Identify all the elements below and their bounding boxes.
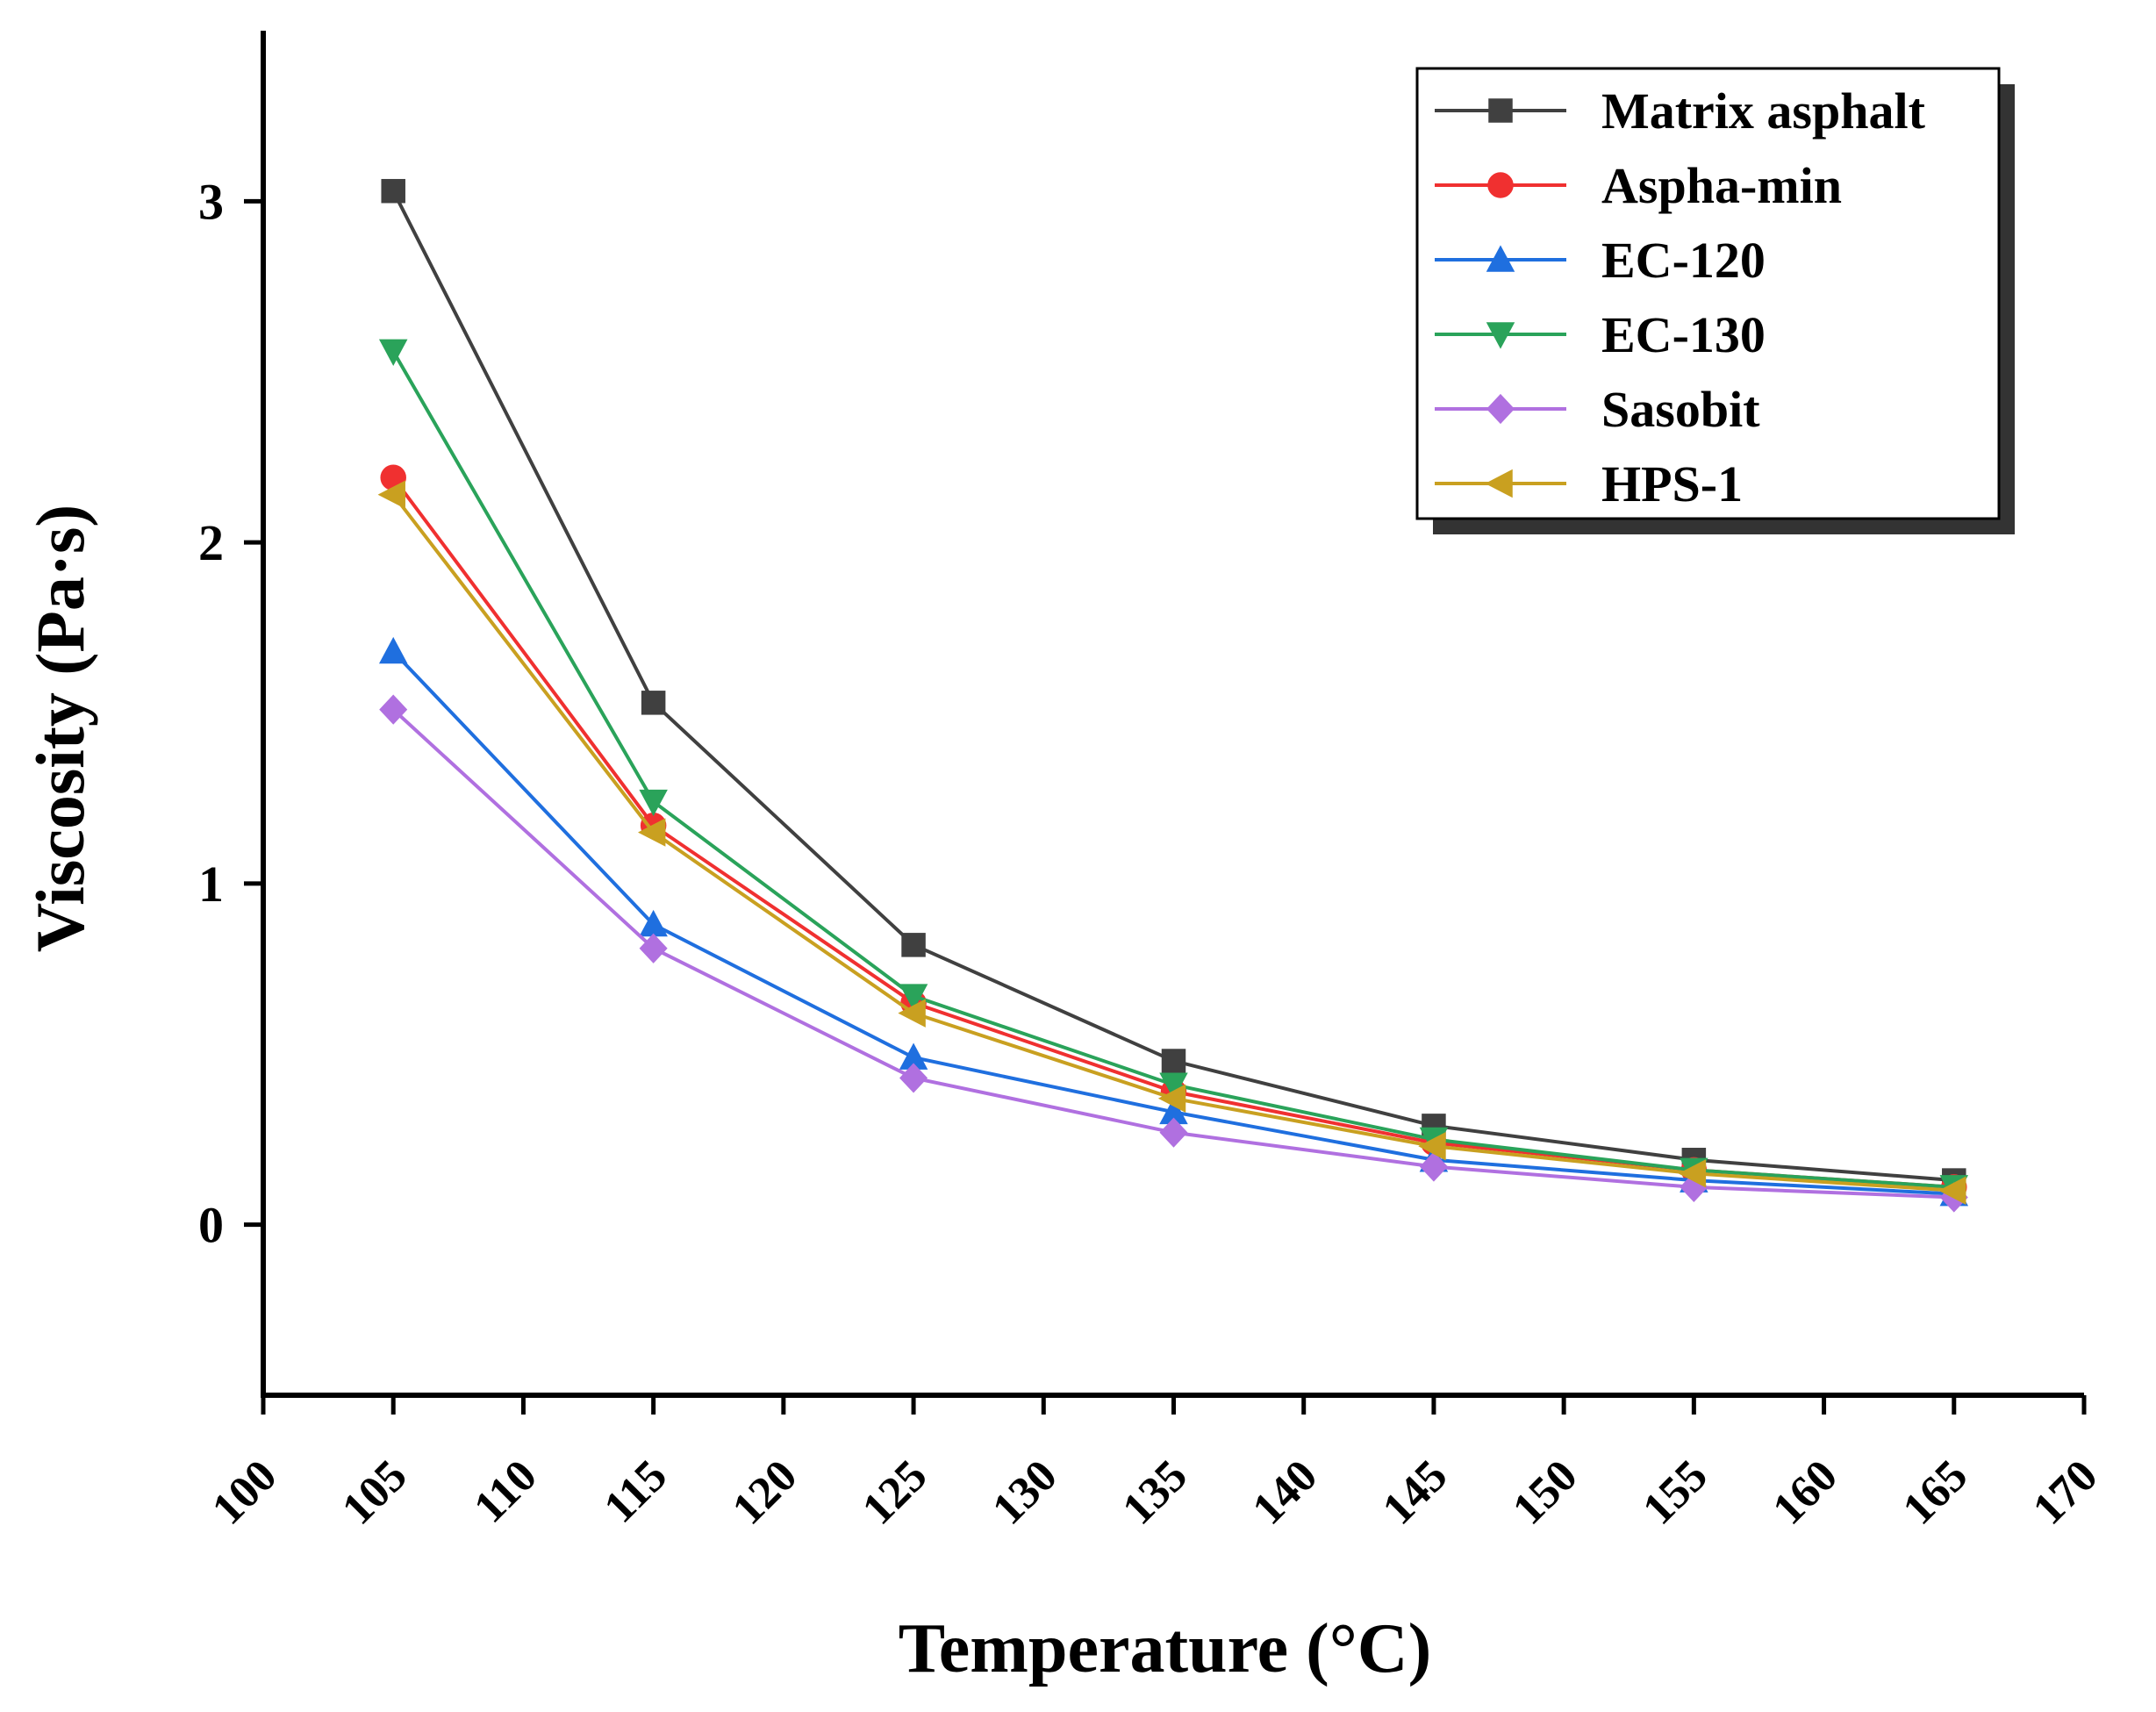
y-tick-label: 1 [198, 856, 224, 913]
y-ticks: 0 1 2 3 [198, 173, 263, 1254]
legend-box [1415, 67, 2001, 520]
x-axis-title: Temperature (°C) [899, 1610, 1431, 1687]
data-point [638, 818, 666, 847]
data-point [639, 789, 668, 817]
legend-marker [1485, 469, 1513, 498]
y-axis-title: Viscosity (Pa·s) [22, 505, 98, 953]
data-point [899, 984, 928, 1011]
legend-entry: Sasobit [1435, 381, 1760, 438]
legend-entry: Matrix asphalt [1435, 82, 1926, 140]
legend-label: EC-120 [1601, 232, 1766, 289]
x-tick-label: 135 [1114, 1451, 1197, 1534]
series-sasobit [379, 694, 1968, 1213]
legend-label: HPS-1 [1601, 455, 1743, 512]
series-hps-1 [377, 480, 1966, 1205]
data-point [1161, 1049, 1186, 1073]
x-tick-label: 100 [203, 1451, 286, 1534]
x-tick-label: 120 [723, 1451, 806, 1534]
data-point [639, 933, 668, 963]
x-tick-label: 105 [333, 1451, 416, 1534]
y-tick-label: 2 [198, 514, 224, 571]
legend-marker [1486, 393, 1515, 425]
x-tick-label: 140 [1243, 1451, 1327, 1534]
data-point [1678, 1159, 1707, 1188]
data-point [378, 636, 408, 664]
data-point [379, 694, 408, 725]
x-tick-label: 125 [853, 1451, 936, 1534]
legend-marker [1486, 322, 1515, 349]
x-tick-label: 160 [1764, 1451, 1847, 1534]
legend: Matrix asphalt Aspha-min EC-120 EC-130 Sasob… [1415, 67, 2015, 534]
data-point [377, 480, 405, 509]
y-tick-label: 0 [198, 1197, 224, 1254]
data-point [1159, 1117, 1188, 1148]
data-point [1419, 1151, 1448, 1182]
x-ticks: 100 105 110 115 120 125 130 135 140 145 150 155 160 1… [203, 1395, 2107, 1535]
legend-entry: EC-130 [1435, 306, 1766, 363]
data-point [641, 691, 666, 715]
legend-marker [1487, 172, 1514, 198]
legend-marker [1486, 245, 1515, 272]
data-point [898, 999, 926, 1028]
legend-entry: Aspha-min [1435, 157, 1842, 214]
legend-items: Matrix asphalt Aspha-min EC-120 EC-130 Sasob… [1435, 82, 1926, 512]
legend-entry: HPS-1 [1435, 455, 1743, 512]
data-point [1418, 1131, 1446, 1161]
x-tick-label: 130 [983, 1451, 1066, 1534]
x-tick-label: 150 [1503, 1451, 1587, 1534]
legend-label: Sasobit [1601, 381, 1760, 438]
data-point [1159, 1072, 1188, 1100]
legend-label: Aspha-min [1601, 157, 1842, 214]
y-tick-label: 3 [198, 173, 224, 230]
data-point [899, 1063, 928, 1093]
legend-entry: EC-120 [1435, 232, 1766, 289]
x-tick-label: 165 [1894, 1451, 1977, 1534]
data-point [1157, 1084, 1186, 1114]
x-tick-label: 115 [595, 1451, 677, 1532]
data-point [381, 178, 405, 204]
data-point [1938, 1176, 1966, 1205]
legend-label: EC-130 [1601, 306, 1766, 363]
x-tick-label: 155 [1633, 1451, 1716, 1534]
legend-marker [1488, 98, 1513, 123]
data-point [901, 933, 926, 957]
x-tick-label: 145 [1373, 1451, 1457, 1534]
x-tick-label: 170 [2023, 1451, 2107, 1534]
data-point [378, 339, 408, 367]
legend-label: Matrix asphalt [1601, 82, 1926, 140]
series-layer [377, 178, 1969, 1213]
x-tick-label: 110 [464, 1451, 546, 1532]
